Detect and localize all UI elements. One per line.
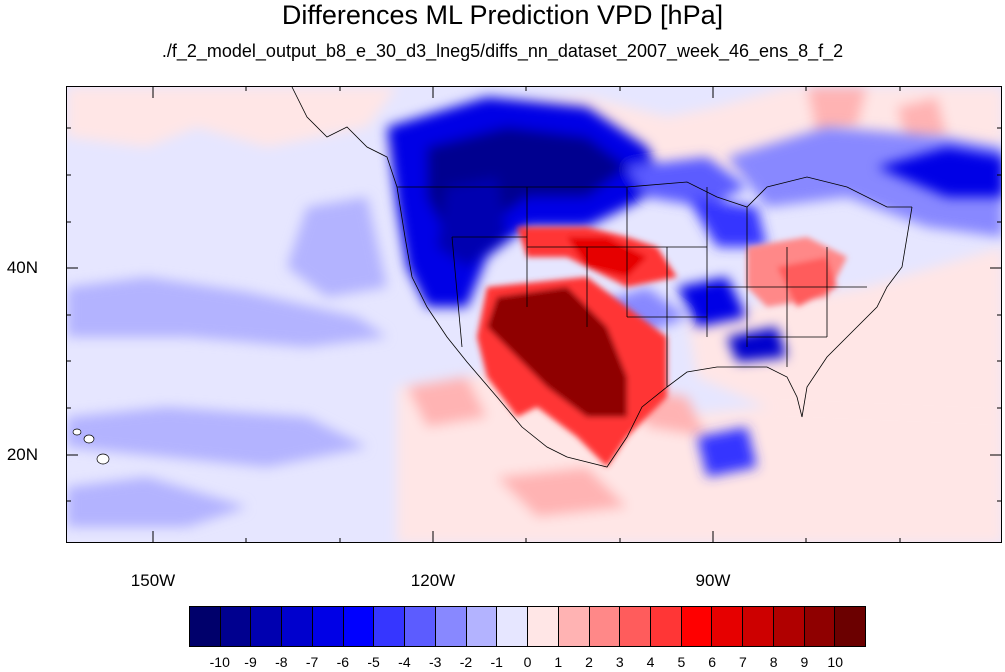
colorbar-box	[620, 607, 652, 646]
colorbar-box	[374, 607, 406, 646]
colorbar-tick-label: 0	[523, 654, 532, 670]
colorbar-tick-label: -4	[398, 654, 411, 670]
colorbar-tick-label: 8	[769, 654, 778, 670]
lon-label-150w: 150W	[130, 571, 176, 590]
colorbar-tick-label: -1	[490, 654, 503, 670]
colorbar-tick-label: 4	[646, 654, 655, 670]
colorbar-tick-label: 5	[677, 654, 686, 670]
colorbar-box	[405, 607, 436, 646]
colorbar-box	[743, 607, 774, 646]
lon-label-90w: 90W	[695, 571, 731, 590]
colorbar	[189, 606, 866, 647]
map-title: Differences ML Prediction VPD [hPa]	[281, 0, 724, 30]
colorbar-box	[804, 607, 836, 646]
colorbar-box	[435, 607, 467, 646]
colorbar-box	[681, 607, 713, 646]
colorbar-box	[528, 607, 559, 646]
colorbar-box	[773, 607, 805, 646]
colorbar-box	[589, 607, 621, 646]
colorbar-tick-label: 2	[585, 654, 593, 670]
vpd-difference-map	[66, 86, 1002, 543]
colorbar-box	[343, 607, 375, 646]
colorbar-tick-label: -6	[336, 654, 350, 670]
coastlines	[291, 87, 913, 468]
colorbar-box	[712, 607, 744, 646]
lat-label-40n: 40N	[6, 258, 38, 277]
colorbar-box	[312, 607, 344, 646]
colorbar-tick-label: -2	[459, 654, 473, 670]
colorbar-box	[497, 607, 529, 646]
colorbar-tick-label: 3	[615, 654, 624, 670]
hawaii-islands	[72, 428, 110, 465]
colorbar-box	[190, 607, 221, 646]
colorbar-box	[282, 607, 313, 646]
map-canvas	[67, 87, 1001, 542]
colorbar-tick-label: -8	[275, 654, 288, 670]
map-subtitle: ./f_2_model_output_b8_e_30_d3_lneg5/diff…	[161, 41, 844, 61]
colorbar-tick-label: -9	[244, 654, 257, 670]
lat-label-20n: 20N	[6, 445, 38, 464]
colorbar-tick-label: 10	[827, 654, 843, 670]
colorbar-tick-label: 1	[554, 654, 563, 670]
colorbar-tick-label: -7	[305, 654, 319, 670]
colorbar-box	[220, 607, 252, 646]
colorbar-box	[466, 607, 498, 646]
colorbar-tick-label: -3	[428, 654, 442, 670]
colorbar-tick-label: -10	[209, 654, 230, 670]
colorbar-box	[251, 607, 283, 646]
colorbar-tick-label: 6	[708, 654, 717, 670]
colorbar-box	[558, 607, 590, 646]
lon-label-120w: 120W	[410, 571, 456, 590]
colorbar-box	[835, 607, 866, 646]
colorbar-box	[651, 607, 682, 646]
colorbar-tick-label: 9	[800, 654, 809, 670]
colorbar-tick-label: 7	[739, 654, 747, 670]
colorbar-tick-label: -5	[367, 654, 380, 670]
